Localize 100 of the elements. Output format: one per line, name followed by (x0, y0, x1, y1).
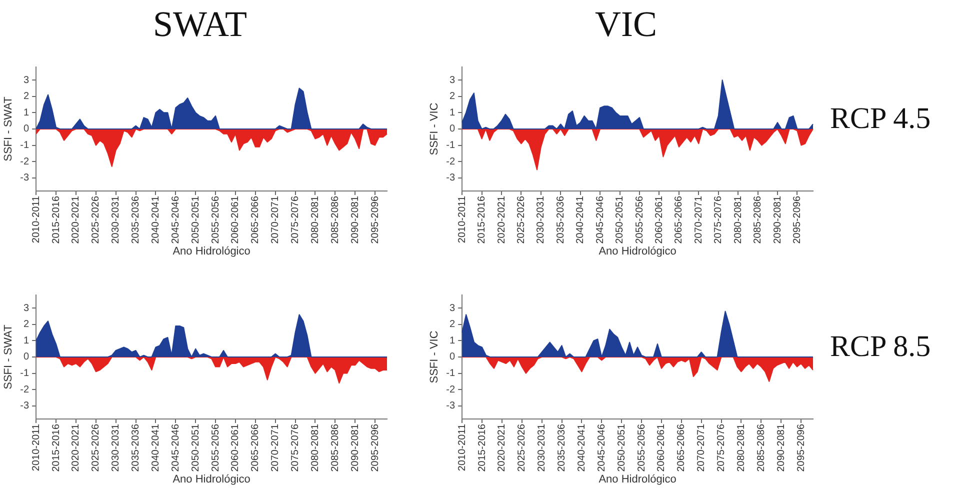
x-tick-label: 2025-2026 (516, 424, 528, 472)
y-axis-title: SSFI - VIC (428, 330, 441, 384)
x-tick-label: 2065-2066 (250, 424, 262, 472)
x-axis-title: Ano Hidrológico (598, 245, 676, 258)
x-tick-label: 2045-2046 (170, 196, 182, 244)
y-tick-label: 1 (450, 335, 456, 346)
x-tick-label: 2040-2041 (150, 424, 162, 472)
x-tick-label: 2040-2041 (576, 424, 588, 472)
y-tick-label: 1 (24, 107, 30, 118)
x-tick-label: 2075-2076 (716, 424, 728, 472)
x-tick-label: 2070-2071 (693, 196, 704, 244)
y-tick-label: 2 (450, 91, 456, 102)
x-tick-label: 2035-2036 (130, 424, 142, 472)
x-tick-label: 2050-2051 (616, 424, 628, 472)
x-tick-label: 2065-2066 (250, 196, 262, 244)
y-tick-label: 2 (24, 319, 30, 330)
x-axis-title: Ano Hidrológico (172, 473, 250, 486)
y-tick-label: -3 (446, 172, 456, 184)
x-tick-label: 2095-2096 (370, 424, 381, 472)
x-tick-label: 2070-2071 (696, 424, 708, 472)
text: RCP 8.5 (830, 330, 932, 364)
x-tick-label: 2075-2076 (713, 196, 724, 244)
x-tick-label: 2090-2081 (350, 196, 361, 244)
x-tick-label: 2080-2081 (736, 424, 747, 472)
x-tick-label: 2040-2041 (150, 196, 162, 244)
y-tick-label: 0 (450, 352, 456, 363)
text: RCP 4.5 (830, 102, 932, 136)
x-tick-label: 2025-2026 (516, 196, 527, 244)
x-tick-label: 2065-2066 (674, 196, 685, 244)
x-tick-label: 2060-2061 (654, 196, 665, 244)
x-axis-title: Ano Hidrológico (172, 245, 250, 258)
x-tick-label: 2080-2081 (732, 196, 744, 244)
y-tick-label: -1 (20, 140, 30, 152)
x-tick-label: 2055-2056 (210, 424, 222, 472)
y-tick-label: -2 (20, 156, 30, 168)
y-tick-label: 1 (24, 335, 30, 346)
y-tick-label: -2 (20, 384, 30, 396)
x-tick-label: 2085-2086 (330, 424, 341, 472)
y-axis-title: SSFI - VIC (428, 102, 441, 156)
x-tick-label: 2085-2086 (752, 196, 764, 244)
x-tick-label: 2095-2096 (370, 196, 381, 244)
x-tick-label: 2030-2031 (110, 424, 122, 472)
x-tick-label: 2020-2021 (70, 424, 82, 472)
x-tick-label: 2030-2031 (110, 196, 122, 244)
chart-title: SWAT (152, 4, 248, 44)
x-tick-label: 2030-2031 (536, 424, 548, 472)
x-tick-label: 2075-2076 (290, 196, 302, 244)
x-tick-label: 2015-2016 (50, 424, 62, 472)
x-tick-label: 2025-2026 (90, 196, 102, 244)
x-tick-label: 2060-2061 (656, 424, 668, 472)
x-tick-label: 2015-2016 (476, 196, 488, 244)
x-tick-label: 2070-2071 (270, 424, 282, 472)
x-tick-label: 2045-2046 (594, 196, 606, 244)
x-axis-title: Ano Hidrológico (598, 473, 676, 486)
x-tick-label: 2075-2076 (290, 424, 302, 472)
y-tick-label: -1 (446, 140, 456, 152)
x-tick-label: 2010-2011 (456, 196, 468, 244)
x-tick-label: 2090-2081 (776, 424, 787, 472)
x-tick-label: 2055-2056 (210, 196, 222, 244)
x-tick-label: 2090-2081 (350, 424, 361, 472)
y-tick-label: -3 (20, 400, 30, 412)
x-tick-label: 2045-2046 (170, 424, 182, 472)
x-tick-label: 2085-2086 (330, 196, 341, 244)
y-tick-label: 3 (24, 302, 30, 314)
x-tick-label: 2020-2021 (496, 424, 508, 472)
y-tick-label: 0 (24, 352, 30, 363)
y-tick-label: 3 (450, 74, 456, 86)
y-axis-title: SSFI - SWAT (2, 96, 15, 162)
chart-title: VIC (594, 4, 658, 44)
y-tick-label: 1 (450, 107, 456, 118)
x-tick-label: 2040-2041 (575, 196, 586, 244)
y-tick-label: 0 (450, 124, 456, 135)
x-tick-label: 2010-2011 (456, 424, 468, 472)
x-tick-label: 2090-2081 (772, 196, 784, 244)
y-tick-label: 2 (24, 91, 30, 102)
x-tick-label: 2060-2061 (230, 196, 242, 244)
x-tick-label: 2065-2066 (676, 424, 688, 472)
x-tick-label: 2095-2096 (796, 424, 807, 472)
x-tick-label: 2035-2036 (555, 196, 566, 244)
y-tick-label: -3 (20, 172, 30, 184)
y-tick-label: 0 (24, 124, 30, 135)
x-tick-label: 2020-2021 (70, 196, 82, 244)
x-tick-label: 2035-2036 (130, 196, 142, 244)
x-tick-label: 2050-2051 (190, 196, 202, 244)
x-tick-label: 2030-2031 (536, 196, 547, 244)
x-tick-label: 2060-2061 (230, 424, 242, 472)
x-tick-label: 2015-2016 (476, 424, 488, 472)
x-tick-label: 2070-2071 (270, 196, 282, 244)
y-axis-title: SSFI - SWAT (2, 324, 15, 390)
x-tick-label: 2025-2026 (90, 424, 102, 472)
y-tick-label: -2 (446, 156, 456, 168)
x-tick-label: 2055-2056 (636, 424, 648, 472)
x-tick-label: 2010-2011 (30, 424, 42, 472)
x-tick-label: 2050-2051 (190, 424, 202, 472)
y-tick-label: 2 (450, 319, 456, 330)
y-tick-label: -2 (446, 384, 456, 396)
x-tick-label: 2015-2016 (50, 196, 62, 244)
x-tick-label: 2010-2011 (30, 196, 42, 244)
x-tick-label: 2050-2051 (614, 196, 626, 244)
x-tick-label: 2020-2021 (496, 196, 508, 244)
